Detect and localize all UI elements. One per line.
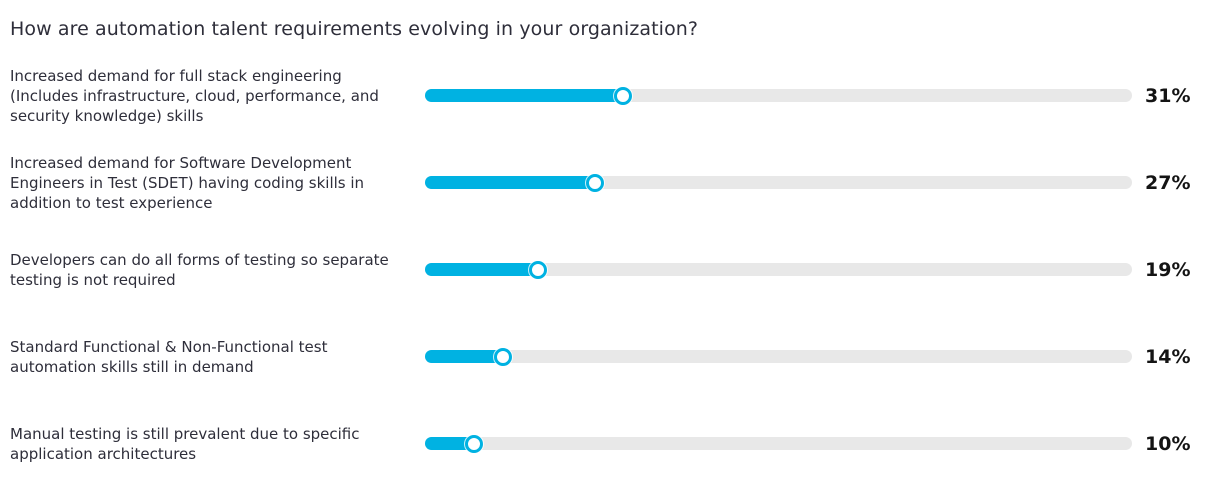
category-label: Developers can do all forms of testing s… [10,250,389,289]
slider-handle[interactable] [529,260,548,279]
slider-handle[interactable] [585,173,604,192]
slider-track[interactable] [425,347,1132,366]
slider-fill [425,89,623,102]
slider-track[interactable] [425,260,1132,279]
slider-track[interactable] [425,434,1132,453]
slider-handle[interactable] [613,86,632,105]
category-label: Standard Functional & Non-Functional tes… [10,337,328,376]
value-label: 19% [1145,258,1191,281]
slider-fill [425,437,475,450]
value-label: 10% [1145,432,1191,455]
slider-fill [425,176,595,189]
slider-fill [425,350,503,363]
chart-rows: Increased demand for full stack engineer… [10,52,1219,487]
chart-title: How are automation talent requirements e… [10,18,699,40]
chart-row: Manual testing is still prevalent due to… [10,400,1219,487]
category-label: Increased demand for Software Developmen… [10,153,365,212]
chart-row: Standard Functional & Non-Functional tes… [10,313,1219,400]
chart-row: Increased demand for Software Developmen… [10,139,1219,226]
slider-handle[interactable] [493,347,512,366]
value-label: 31% [1145,84,1191,107]
slider-handle[interactable] [465,434,484,453]
slider-track[interactable] [425,86,1132,105]
category-label: Increased demand for full stack engineer… [10,66,379,125]
value-label: 27% [1145,171,1191,194]
chart-row: Increased demand for full stack engineer… [10,52,1219,139]
value-label: 14% [1145,345,1191,368]
category-label: Manual testing is still prevalent due to… [10,424,360,463]
slider-fill [425,263,539,276]
slider-track[interactable] [425,173,1132,192]
chart-row: Developers can do all forms of testing s… [10,226,1219,313]
